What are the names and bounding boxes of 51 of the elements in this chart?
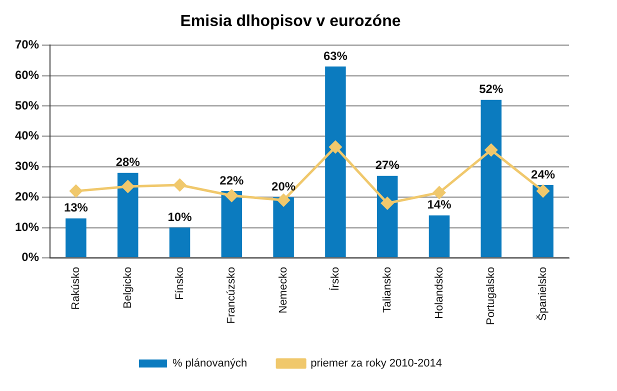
y-tick-label: 20% bbox=[14, 189, 40, 204]
x-tick-label: Nemecko bbox=[278, 266, 290, 314]
x-tick-label: Írsko bbox=[328, 266, 342, 291]
bar bbox=[169, 228, 190, 258]
data-label: 24% bbox=[531, 167, 556, 182]
bar bbox=[376, 176, 398, 258]
data-label: 22% bbox=[220, 173, 244, 188]
point bbox=[536, 184, 550, 198]
bar bbox=[480, 100, 502, 258]
point bbox=[381, 196, 394, 210]
point bbox=[484, 144, 498, 156]
y-tick-label: 0% bbox=[22, 250, 40, 264]
point bbox=[70, 184, 82, 198]
data-label: 20% bbox=[272, 179, 296, 194]
y-tick-label: 70% bbox=[14, 38, 40, 52]
point bbox=[174, 178, 186, 192]
bar bbox=[325, 66, 346, 258]
y-tick-label: 60% bbox=[14, 68, 40, 82]
bar bbox=[273, 197, 294, 258]
bar bbox=[66, 218, 86, 258]
x-tick-label: Holandsko bbox=[433, 266, 446, 319]
data-label: 13% bbox=[64, 200, 88, 215]
data-label: 28% bbox=[116, 155, 140, 170]
x-tick-label: Fínsko bbox=[174, 266, 186, 300]
point bbox=[225, 189, 238, 202]
y-tick-label: 30% bbox=[14, 159, 40, 174]
chart-title: Emisia dlhopisov v eurozóne bbox=[180, 13, 401, 30]
bar bbox=[221, 191, 242, 258]
x-tick-label: Rakúsko bbox=[70, 266, 82, 310]
data-label: 27% bbox=[375, 158, 400, 172]
legend-label: % plánovaných bbox=[172, 358, 248, 370]
y-tick-label: 50% bbox=[14, 98, 40, 112]
point bbox=[329, 140, 342, 154]
bar bbox=[428, 215, 450, 258]
data-label: 14% bbox=[427, 198, 452, 212]
x-tick-label: Španielsko bbox=[536, 266, 550, 321]
point bbox=[277, 194, 290, 206]
x-tick-label: Taliansko bbox=[381, 266, 394, 313]
bar bbox=[532, 184, 554, 258]
bar bbox=[117, 172, 138, 258]
x-tick-label: Belgicko bbox=[122, 266, 134, 308]
x-tick-label: Francúzsko bbox=[226, 266, 238, 324]
x-tick-label: Portugalsko bbox=[485, 266, 498, 326]
point bbox=[122, 180, 134, 193]
legend-label: priemer za roky 2010-2014 bbox=[310, 358, 442, 370]
data-label: 63% bbox=[323, 48, 348, 63]
point bbox=[433, 186, 446, 199]
y-tick-label: 40% bbox=[14, 128, 40, 143]
data-label: 52% bbox=[479, 82, 504, 96]
y-tick-label: 10% bbox=[14, 220, 40, 234]
data-label: 10% bbox=[168, 210, 192, 224]
